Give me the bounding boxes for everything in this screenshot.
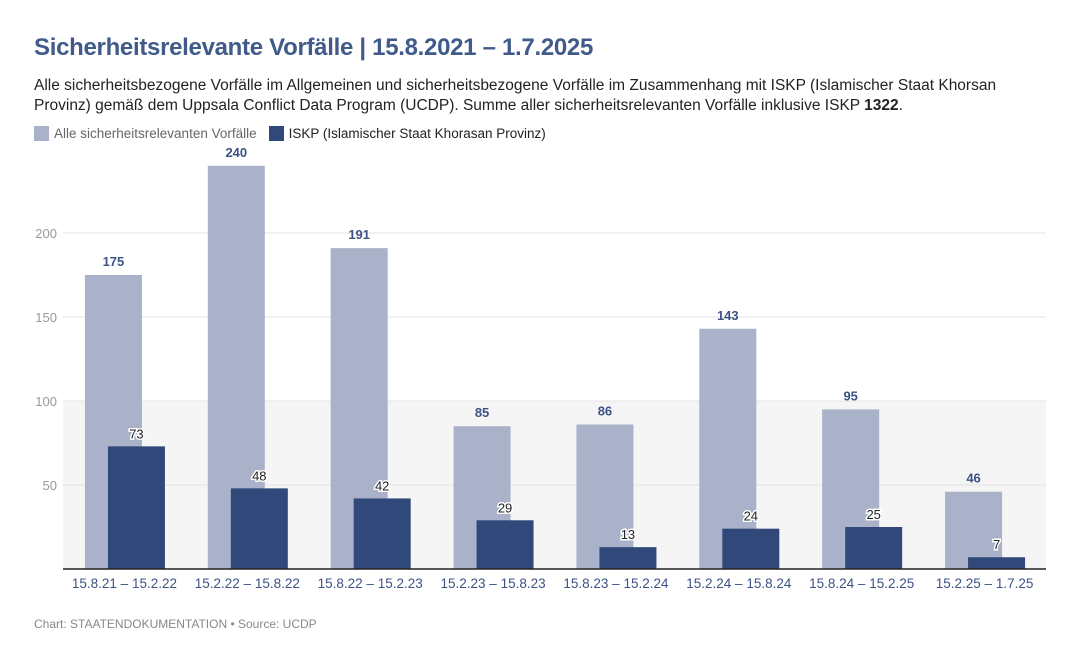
- legend-label-all: Alle sicherheitsrelevanten Vorfälle: [54, 126, 257, 141]
- legend-label-iskp: ISKP (Islamischer Staat Khorasan Provinz…: [288, 126, 546, 141]
- y-tick-label: 150: [35, 310, 57, 325]
- data-label-all: 95: [843, 388, 857, 403]
- bar-iskp: [968, 557, 1026, 569]
- data-label-iskp: 7: [993, 537, 1000, 552]
- bar-iskp: [476, 520, 534, 569]
- data-label-all: 46: [966, 471, 980, 486]
- data-label-all: 85: [475, 405, 489, 420]
- data-label-iskp: 25: [866, 507, 880, 522]
- data-label-all: 191: [348, 227, 370, 242]
- bar-iskp: [353, 498, 411, 569]
- y-tick-label: 50: [43, 478, 57, 493]
- data-label-all: 86: [598, 404, 612, 419]
- data-label-iskp: 73: [129, 426, 143, 441]
- legend-item-all: Alle sicherheitsrelevanten Vorfälle: [34, 126, 257, 141]
- data-label-all: 143: [717, 308, 739, 323]
- data-label-iskp: 42: [375, 478, 389, 493]
- legend-item-iskp: ISKP (Islamischer Staat Khorasan Provinz…: [268, 126, 546, 141]
- x-tick-label: 15.8.23 – 15.2.24: [563, 576, 669, 591]
- description-total: 1322: [864, 97, 899, 114]
- bar-iskp: [722, 528, 780, 569]
- data-label-all: 175: [103, 254, 125, 269]
- x-tick-label: 15.8.24 – 15.2.25: [809, 576, 914, 591]
- bar-iskp: [230, 488, 288, 569]
- chart-footer: Chart: STAATENDOKUMENTATION • Source: UC…: [34, 617, 317, 631]
- chart-title: Sicherheitsrelevante Vorfälle | 15.8.202…: [34, 34, 594, 61]
- x-tick-label: 15.2.25 – 1.7.25: [936, 576, 1034, 591]
- x-tick-label: 15.2.23 – 15.8.23: [441, 576, 546, 591]
- x-tick-label: 15.8.22 – 15.2.23: [318, 576, 423, 591]
- bar-all: [945, 491, 1003, 569]
- data-label-iskp: 48: [252, 468, 266, 483]
- bar-iskp: [845, 527, 903, 569]
- data-label-iskp: 13: [621, 527, 635, 542]
- data-label-all: 240: [225, 145, 247, 160]
- bar-iskp: [599, 547, 657, 569]
- legend: Alle sicherheitsrelevanten Vorfälle ISKP…: [34, 126, 546, 141]
- x-tick-label: 15.2.24 – 15.8.24: [686, 576, 792, 591]
- y-tick-label: 100: [35, 394, 57, 409]
- description-text: Alle sicherheitsbezogene Vorfälle im All…: [34, 77, 997, 114]
- x-tick-label: 15.2.22 – 15.8.22: [195, 576, 300, 591]
- data-label-iskp: 29: [498, 500, 512, 515]
- chart-description: Alle sicherheitsbezogene Vorfälle im All…: [34, 76, 1044, 116]
- description-end: .: [898, 97, 903, 114]
- data-label-iskp: 24: [744, 509, 758, 524]
- y-tick-label: 200: [35, 226, 57, 241]
- legend-swatch-iskp: [268, 126, 284, 141]
- x-tick-label: 15.8.21 – 15.2.22: [72, 576, 177, 591]
- bar-iskp: [107, 446, 165, 569]
- bar-all: [576, 424, 634, 569]
- legend-swatch-all: [34, 126, 49, 141]
